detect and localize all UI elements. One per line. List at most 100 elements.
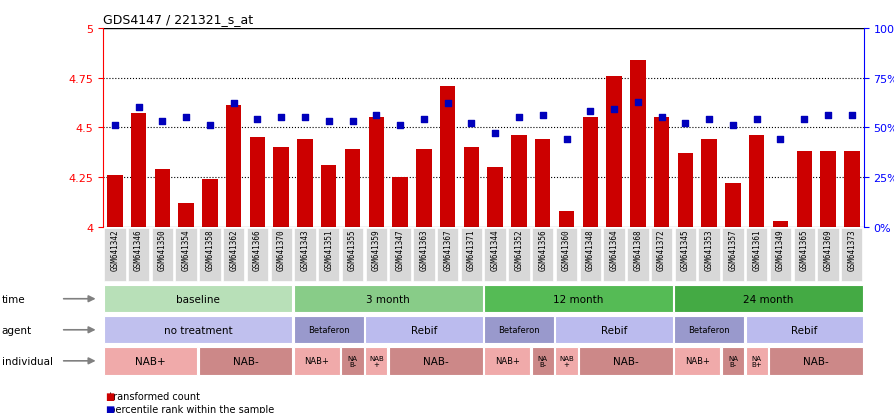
Bar — [293, 347, 340, 375]
Bar — [745, 316, 862, 344]
Bar — [769, 228, 790, 282]
Text: individual: individual — [2, 356, 53, 366]
Text: Rebif: Rebif — [410, 325, 436, 335]
Bar — [484, 285, 672, 313]
Bar — [558, 211, 574, 227]
Bar — [270, 228, 291, 282]
Text: GSM641351: GSM641351 — [324, 229, 333, 271]
Text: NAB+: NAB+ — [494, 356, 519, 366]
Point — [226, 101, 240, 107]
Bar — [531, 347, 553, 375]
Text: NAB+: NAB+ — [304, 356, 329, 366]
Bar — [151, 228, 173, 282]
Text: time: time — [2, 294, 25, 304]
Text: GDS4147 / 221321_s_at: GDS4147 / 221321_s_at — [103, 13, 253, 26]
Point — [107, 123, 122, 129]
Text: GSM641370: GSM641370 — [276, 229, 285, 271]
Text: GSM641353: GSM641353 — [704, 229, 713, 271]
Point — [844, 113, 858, 119]
Bar — [104, 285, 292, 313]
Bar — [178, 203, 194, 227]
Bar — [535, 140, 550, 227]
Point — [820, 113, 834, 119]
Text: agent: agent — [2, 325, 32, 335]
Bar — [748, 136, 763, 227]
Bar — [104, 228, 125, 282]
Bar — [463, 148, 478, 227]
Bar — [460, 228, 482, 282]
Bar — [721, 228, 743, 282]
Point — [131, 105, 146, 112]
Text: GSM641372: GSM641372 — [656, 229, 665, 271]
Point — [559, 137, 573, 143]
Bar — [413, 228, 434, 282]
Text: no treatment: no treatment — [164, 325, 232, 335]
Text: NAB
+: NAB + — [559, 355, 573, 367]
Text: GSM641371: GSM641371 — [467, 229, 476, 271]
Text: GSM641368: GSM641368 — [633, 229, 642, 271]
Text: ■: ■ — [105, 404, 114, 413]
Point — [250, 117, 265, 123]
Bar — [389, 228, 410, 282]
Point — [748, 117, 763, 123]
Point — [417, 117, 431, 123]
Text: GSM641343: GSM641343 — [300, 229, 309, 271]
Bar — [650, 228, 671, 282]
Text: GSM641359: GSM641359 — [371, 229, 380, 271]
Text: GSM641342: GSM641342 — [110, 229, 119, 271]
Point — [535, 113, 549, 119]
Bar — [721, 347, 743, 375]
Bar — [294, 228, 316, 282]
Text: GSM641354: GSM641354 — [181, 229, 190, 271]
Text: GSM641360: GSM641360 — [561, 229, 570, 271]
Point — [511, 115, 526, 121]
Bar — [274, 148, 289, 227]
Bar — [772, 221, 788, 227]
Bar — [344, 150, 360, 227]
Text: NAB-: NAB- — [422, 356, 448, 366]
Text: NA
B-: NA B- — [727, 355, 737, 367]
Bar — [341, 347, 363, 375]
Bar — [673, 285, 862, 313]
Bar — [293, 316, 363, 344]
Bar — [582, 118, 597, 227]
Text: GSM641362: GSM641362 — [229, 229, 238, 271]
Bar — [436, 228, 458, 282]
Text: GSM641356: GSM641356 — [537, 229, 546, 271]
Bar — [365, 347, 387, 375]
Bar — [769, 347, 862, 375]
Bar — [508, 228, 529, 282]
Point — [701, 117, 715, 123]
Point — [630, 99, 645, 106]
Bar — [104, 347, 197, 375]
Point — [725, 123, 739, 129]
Bar — [605, 76, 621, 227]
Text: NA
B+: NA B+ — [751, 355, 761, 367]
Bar — [175, 228, 197, 282]
Text: NAB-: NAB- — [612, 356, 638, 366]
Bar — [365, 316, 482, 344]
Text: 3 month: 3 month — [366, 294, 409, 304]
Bar — [674, 228, 696, 282]
Text: NAB+: NAB+ — [135, 356, 165, 366]
Bar — [816, 228, 838, 282]
Bar — [724, 183, 740, 227]
Text: GSM641367: GSM641367 — [443, 229, 451, 271]
Point — [321, 119, 335, 126]
Text: GSM641352: GSM641352 — [514, 229, 523, 271]
Bar — [554, 316, 672, 344]
Text: Betaferon: Betaferon — [308, 325, 350, 335]
Text: GSM641358: GSM641358 — [206, 229, 215, 271]
Bar — [579, 228, 600, 282]
Point — [155, 119, 169, 126]
Bar — [199, 228, 220, 282]
Point — [583, 109, 597, 116]
Point — [606, 107, 620, 114]
Point — [464, 121, 478, 127]
Bar — [578, 347, 672, 375]
Bar — [293, 285, 482, 313]
Text: GSM641357: GSM641357 — [728, 229, 737, 271]
Bar — [484, 347, 529, 375]
Text: Rebif: Rebif — [790, 325, 816, 335]
Bar — [745, 347, 767, 375]
